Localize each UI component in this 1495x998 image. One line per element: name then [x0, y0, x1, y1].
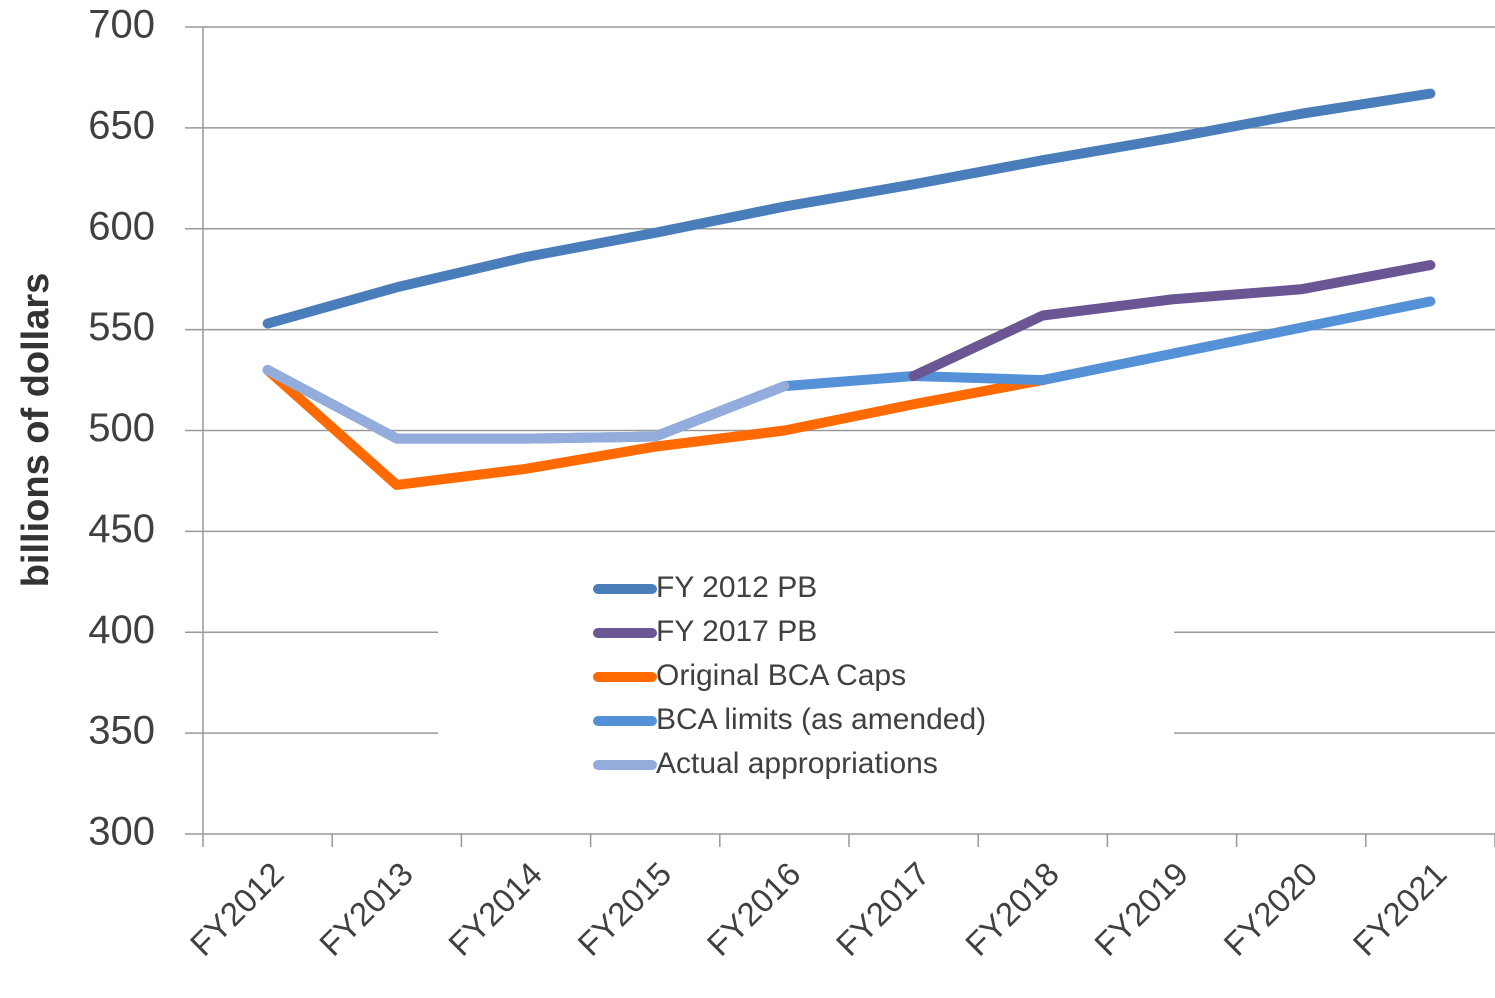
x-tick-label: FY2013	[312, 855, 420, 963]
series-line	[908, 260, 1436, 382]
y-tick-label: 550	[88, 305, 155, 349]
x-tick-label: FY2020	[1216, 855, 1324, 963]
y-tick-label: 350	[88, 709, 155, 753]
legend-label: BCA limits (as amended)	[656, 703, 986, 736]
series-line	[262, 88, 1436, 329]
x-tick-label: FY2015	[570, 855, 678, 963]
y-axis-label: billions of dollars	[15, 273, 57, 588]
legend-label: FY 2017 PB	[656, 615, 817, 648]
x-tick-label: FY2017	[829, 855, 937, 963]
x-tick-label: FY2012	[183, 855, 291, 963]
y-tick-label: 700	[88, 3, 155, 47]
x-tick-label: FY2021	[1346, 855, 1454, 963]
series-line	[262, 364, 1048, 490]
y-tick-label: 300	[88, 810, 155, 854]
legend-box	[438, 560, 1174, 792]
legend-label: Actual appropriations	[656, 747, 938, 780]
legend-label: FY 2012 PB	[656, 571, 817, 604]
x-tick-label: FY2014	[441, 855, 549, 963]
y-tick-label: 600	[88, 204, 155, 248]
legend-label: Original BCA Caps	[656, 659, 906, 692]
x-tick-label: FY2018	[958, 855, 1066, 963]
series-line	[262, 364, 790, 444]
y-tick-label: 650	[88, 103, 155, 147]
y-tick-label: 400	[88, 608, 155, 652]
y-tick-label: 450	[88, 507, 155, 551]
y-tick-label: 500	[88, 406, 155, 450]
x-tick-label: FY2016	[700, 855, 808, 963]
x-tick-label: FY2019	[1087, 855, 1195, 963]
